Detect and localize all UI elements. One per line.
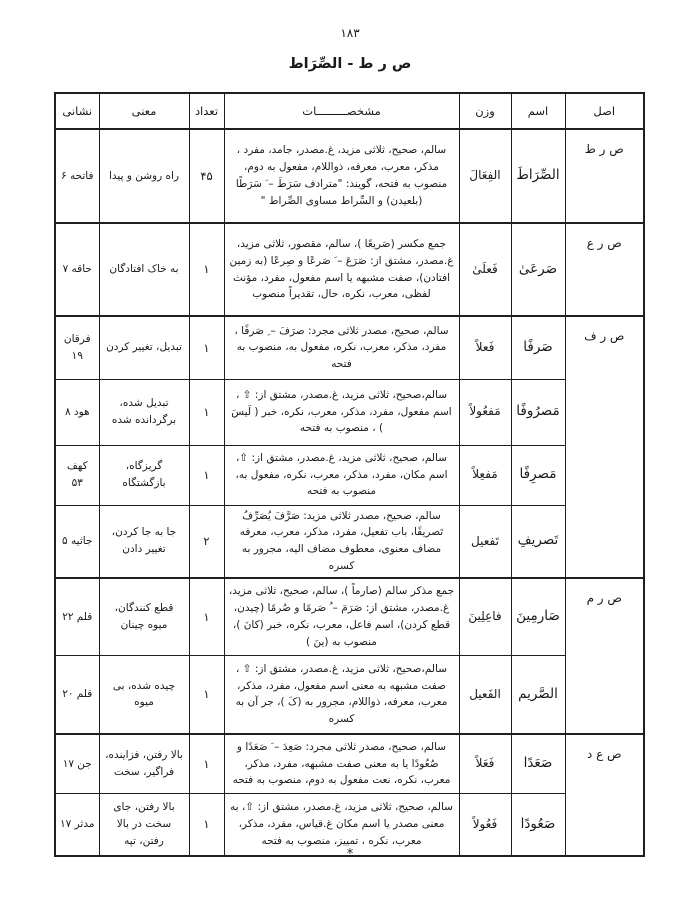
- table-row: ص ع د صَعَدًا فَعَلاً سالم، صحیح، مصدر ث…: [54, 732, 645, 857]
- cell-reference: قلم ۲۲: [54, 576, 100, 657]
- cell-count: ۱: [188, 222, 225, 317]
- cell-characteristics: جمع مذکر سالم (صارماً )، سالم، صحیح، ثلا…: [223, 576, 460, 657]
- table-row: تَصریفِ تَفعیل سالم، صحیح، مصدر ثلاثی مز…: [54, 504, 644, 579]
- header-mani: معنی: [98, 92, 190, 130]
- cell-reference: قلم ۲۰: [54, 655, 100, 735]
- cell-word: صَرعَىٰ: [510, 222, 566, 317]
- cell-pattern: تَفعیل: [458, 504, 512, 579]
- table-row: ص ر ع صَرعَىٰ فَعلَىٰ جمع مکسر (صَریعًا …: [54, 222, 645, 317]
- cell-word: الصِّرَاطَ: [510, 128, 566, 224]
- table-row: مَصرُوفًا مَفعُولاً سالم،صحیح، ثلاثی مزی…: [54, 378, 644, 446]
- cell-reference: کهف ۵۳: [54, 444, 100, 506]
- cell-meaning: به خاک افتادگان: [98, 222, 190, 317]
- cell-word: صَرفًا: [510, 315, 566, 380]
- header-neshani: نشانی: [54, 92, 100, 130]
- cell-root: ص ع د: [564, 732, 645, 857]
- cell-pattern: فَعَلاً: [458, 732, 512, 795]
- cell-pattern: فاعِلِینَ: [458, 576, 512, 657]
- cell-count: ۱: [188, 444, 225, 506]
- cell-reference: حاقه ۷: [54, 222, 100, 317]
- page-title: ص ر ط - الصِّرَاط: [288, 56, 412, 72]
- cell-pattern: مَفعِلاً: [458, 444, 512, 506]
- cell-meaning: تبدیل شده، برگردانده شده: [98, 378, 190, 446]
- cell-characteristics: سالم، صحیح، مصدر ثلاثی مجرد: صرَفَ – ِ ص…: [223, 315, 460, 380]
- cell-count: ۴۵: [188, 128, 225, 224]
- cell-characteristics: سالم، صحیح، ثلاثی مزید، غ.مصدر، جامد، مف…: [223, 128, 460, 224]
- cell-meaning: جا به جا کردن، تغییر دادن: [98, 504, 190, 579]
- cell-reference: جن ۱۷: [54, 732, 100, 795]
- cell-count: ۱: [188, 378, 225, 446]
- cell-meaning: قطع کنندگان، میوه چینان: [98, 576, 190, 657]
- header-moshakhasat: مشخصـــــــــات: [223, 92, 460, 130]
- cell-pattern: الفِعَالَ: [458, 128, 512, 224]
- cell-characteristics: سالم، صحیح، ثلاثی مزید، غ.مصدر، مشتق از:…: [223, 444, 460, 506]
- cell-pattern: الفَعیل: [458, 655, 512, 735]
- cell-pattern: فَعُولاً: [458, 793, 512, 857]
- cell-meaning: چیده شده، بی میوه: [98, 655, 190, 735]
- cell-count: ۱: [188, 793, 225, 857]
- cell-root: ص ر ف: [564, 315, 645, 579]
- cell-pattern: فَعلاً: [458, 315, 512, 380]
- table-row: ص ر ط الصِّرَاطَ الفِعَالَ سالم، صحیح، ث…: [54, 128, 645, 224]
- table-row: الصَّریم الفَعیل سالم،صحیح، ثلاثی مزید، …: [54, 655, 644, 735]
- cell-characteristics: جمع مکسر (صَریعًا )، سالم، مقصور، ثلاثی …: [223, 222, 460, 317]
- cell-word: الصَّریم: [510, 655, 566, 735]
- cell-root: ص ر م: [564, 576, 645, 735]
- cell-word: مَصرُوفًا: [510, 378, 566, 446]
- cell-count: ۱: [188, 315, 225, 380]
- cell-meaning: گریزگاه، بازگشتگاه: [98, 444, 190, 506]
- page-number: ۱۸۳: [340, 26, 360, 40]
- cell-meaning: بالا رفتن، فزاینده، فراگیر، سخت: [98, 732, 190, 795]
- cell-word: صَعَدًا: [510, 732, 566, 795]
- cell-reference: فرقان ۱۹: [54, 315, 100, 380]
- footnote-star: *: [346, 847, 354, 862]
- cell-pattern: مَفعُولاً: [458, 378, 512, 446]
- cell-reference: هود ۸: [54, 378, 100, 446]
- cell-count: ۱: [188, 576, 225, 657]
- cell-characteristics: سالم، صحیح، مصدر ثلاثی مجرد: صَعِدَ – َ …: [223, 732, 460, 795]
- cell-meaning: راه روشن و پیدا: [98, 128, 190, 224]
- table-row: ص ر ف صَرفًا فَعلاً سالم، صحیح، مصدر ثلا…: [54, 315, 645, 579]
- header-ism: اسم: [510, 92, 566, 130]
- cell-reference: جاثیه ۵: [54, 504, 100, 579]
- lexicon-table: اصل اسم وزن مشخصـــــــــات تعداد معنی ن…: [54, 92, 645, 857]
- cell-characteristics: سالم،صحیح، ثلاثی مزید، غ.مصدر، مشتق از: …: [223, 655, 460, 735]
- header-vazn: وزن: [458, 92, 512, 130]
- cell-meaning: تبدیل، تغییر کردن: [98, 315, 190, 380]
- cell-root: ص ر ط: [564, 128, 645, 224]
- cell-root: ص ر ع: [564, 222, 645, 317]
- cell-word: مَصرِفًا: [510, 444, 566, 506]
- cell-pattern: فَعلَىٰ: [458, 222, 512, 317]
- cell-count: ۱: [188, 655, 225, 735]
- cell-characteristics: سالم، صحیح، مصدر ثلاثی مزید: صَرَّفَ یُص…: [223, 504, 460, 579]
- header-asl: اصل: [564, 92, 645, 130]
- cell-meaning: بالا رفتن، جای سخت در بالا رفتن، تپه: [98, 793, 190, 857]
- cell-count: ۱: [188, 732, 225, 795]
- table-header-row: اصل اسم وزن مشخصـــــــــات تعداد معنی ن…: [54, 92, 645, 130]
- table-row: صَعُودًا فَعُولاً سالم، صحیح، ثلاثی مزید…: [54, 793, 644, 857]
- cell-count: ۲: [188, 504, 225, 579]
- table-row: مَصرِفًا مَفعِلاً سالم، صحیح، ثلاثی مزید…: [54, 444, 644, 506]
- cell-word: صَارمِینَ: [510, 576, 566, 657]
- header-tedad: تعداد: [188, 92, 225, 130]
- cell-characteristics: سالم،صحیح، ثلاثی مزید، غ.مصدر، مشتق از: …: [223, 378, 460, 446]
- cell-reference: فاتحه ۶: [54, 128, 100, 224]
- table-row: ص ر م صَارمِینَ فاعِلِینَ جمع مذکر سالم …: [54, 576, 645, 735]
- cell-reference: مدثر ۱۷: [54, 793, 100, 857]
- cell-word: صَعُودًا: [510, 793, 566, 857]
- cell-characteristics: سالم، صحیح، ثلاثی مزید، غ.مصدر، مشتق از:…: [223, 793, 460, 857]
- cell-word: تَصریفِ: [510, 504, 566, 579]
